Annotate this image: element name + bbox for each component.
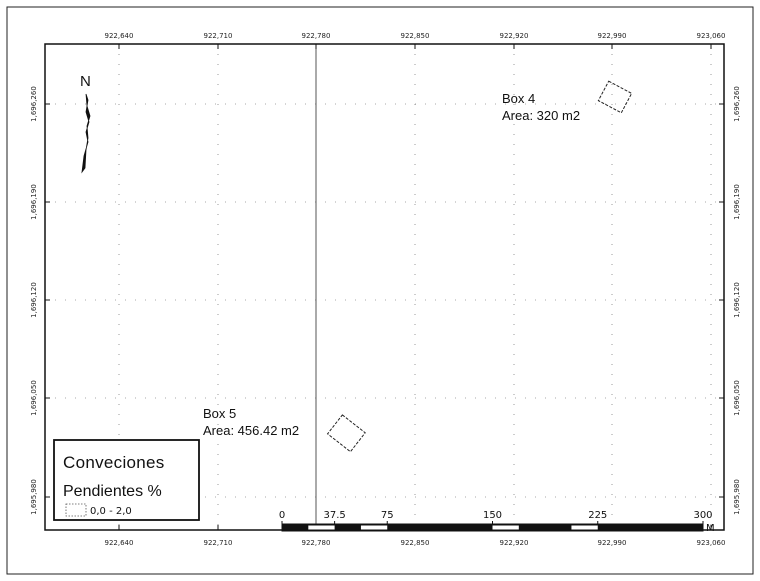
x-tick-label-bottom: 922,640 — [105, 539, 134, 547]
scale-bar-label: 225 — [588, 510, 607, 521]
x-tick-label-top: 922,710 — [204, 32, 233, 40]
north-arrow: N — [80, 73, 91, 174]
legend-item-label: 0,0 - 2,0 — [90, 506, 132, 517]
box-4: Box 4 Area: 320 m2 — [502, 80, 633, 123]
x-tick-labels-bottom: 922,640 922,710 922,780 922,850 922,920 922,9… — [105, 539, 726, 547]
scale-bar-label: 300 — [693, 510, 712, 521]
legend-subtitle: Pendientes % — [63, 483, 162, 500]
y-tick-labels-right: 1,696,260 1,696,190 1,696,120 1,696,050 1,69… — [733, 86, 741, 515]
legend-title: Conveciones — [63, 453, 165, 472]
graticule — [45, 44, 724, 530]
y-tick-label-right: 1,696,190 — [733, 184, 741, 220]
legend-swatch — [65, 503, 87, 517]
y-tick-label-right: 1,696,050 — [733, 380, 741, 416]
north-arrow-icon — [81, 93, 91, 174]
box-4-outline — [597, 80, 633, 114]
north-label: N — [80, 73, 91, 90]
y-tick-label-left: 1,695,980 — [30, 479, 38, 515]
y-tick-label-left: 1,696,050 — [30, 380, 38, 416]
x-tick-label-bottom: 922,780 — [302, 539, 331, 547]
x-tick-label-top: 922,920 — [500, 32, 529, 40]
x-tick-label-bottom: 923,060 — [697, 539, 726, 547]
scale-bar-segment — [308, 525, 335, 530]
scale-bar: 0 37.5 75 150 225 300 M — [279, 510, 715, 534]
y-tick-label-left: 1,696,190 — [30, 184, 38, 220]
x-tick-label-top: 922,640 — [105, 32, 134, 40]
box-5-area: Area: 456.42 m2 — [203, 423, 299, 438]
box-5: Box 5 Area: 456.42 m2 — [203, 406, 366, 453]
x-tick-label-bottom: 922,920 — [500, 539, 529, 547]
y-tick-label-right: 1,696,120 — [733, 282, 741, 318]
scale-bar-segment — [492, 525, 519, 530]
scale-bar-label: 150 — [483, 510, 502, 521]
box-5-outline — [326, 414, 366, 453]
scale-bar-label: 75 — [381, 510, 394, 521]
outer-border — [6, 6, 754, 575]
x-tick-label-top: 922,850 — [401, 32, 430, 40]
x-tick-label-bottom: 922,710 — [204, 539, 233, 547]
y-tick-label-left: 1,696,260 — [30, 86, 38, 122]
x-tick-labels-top: 922,640 922,710 922,780 922,850 922,920 922,9… — [105, 32, 726, 40]
y-tick-label-left: 1,696,120 — [30, 282, 38, 318]
x-tick-label-top: 922,990 — [598, 32, 627, 40]
x-tick-label-top: 923,060 — [697, 32, 726, 40]
scale-bar-segment — [571, 525, 598, 530]
scale-bar-unit: M — [706, 523, 715, 534]
box-4-area: Area: 320 m2 — [502, 108, 580, 123]
box-4-name: Box 4 — [502, 91, 535, 106]
legend: Conveciones Pendientes % 0,0 - 2,0 — [53, 439, 200, 521]
x-tick-label-top: 922,780 — [302, 32, 331, 40]
y-tick-label-right: 1,696,260 — [733, 86, 741, 122]
scale-bar-label: 37.5 — [323, 510, 345, 521]
box-5-name: Box 5 — [203, 406, 236, 421]
x-tick-label-bottom: 922,990 — [598, 539, 627, 547]
x-tick-label-bottom: 922,850 — [401, 539, 430, 547]
legend-box — [53, 439, 200, 521]
scale-bar-segment — [360, 525, 388, 530]
scale-bar-label: 0 — [279, 510, 285, 521]
y-tick-label-right: 1,695,980 — [733, 479, 741, 515]
y-tick-labels-left: 1,696,260 1,696,190 1,696,120 1,696,050 1,69… — [30, 86, 38, 515]
